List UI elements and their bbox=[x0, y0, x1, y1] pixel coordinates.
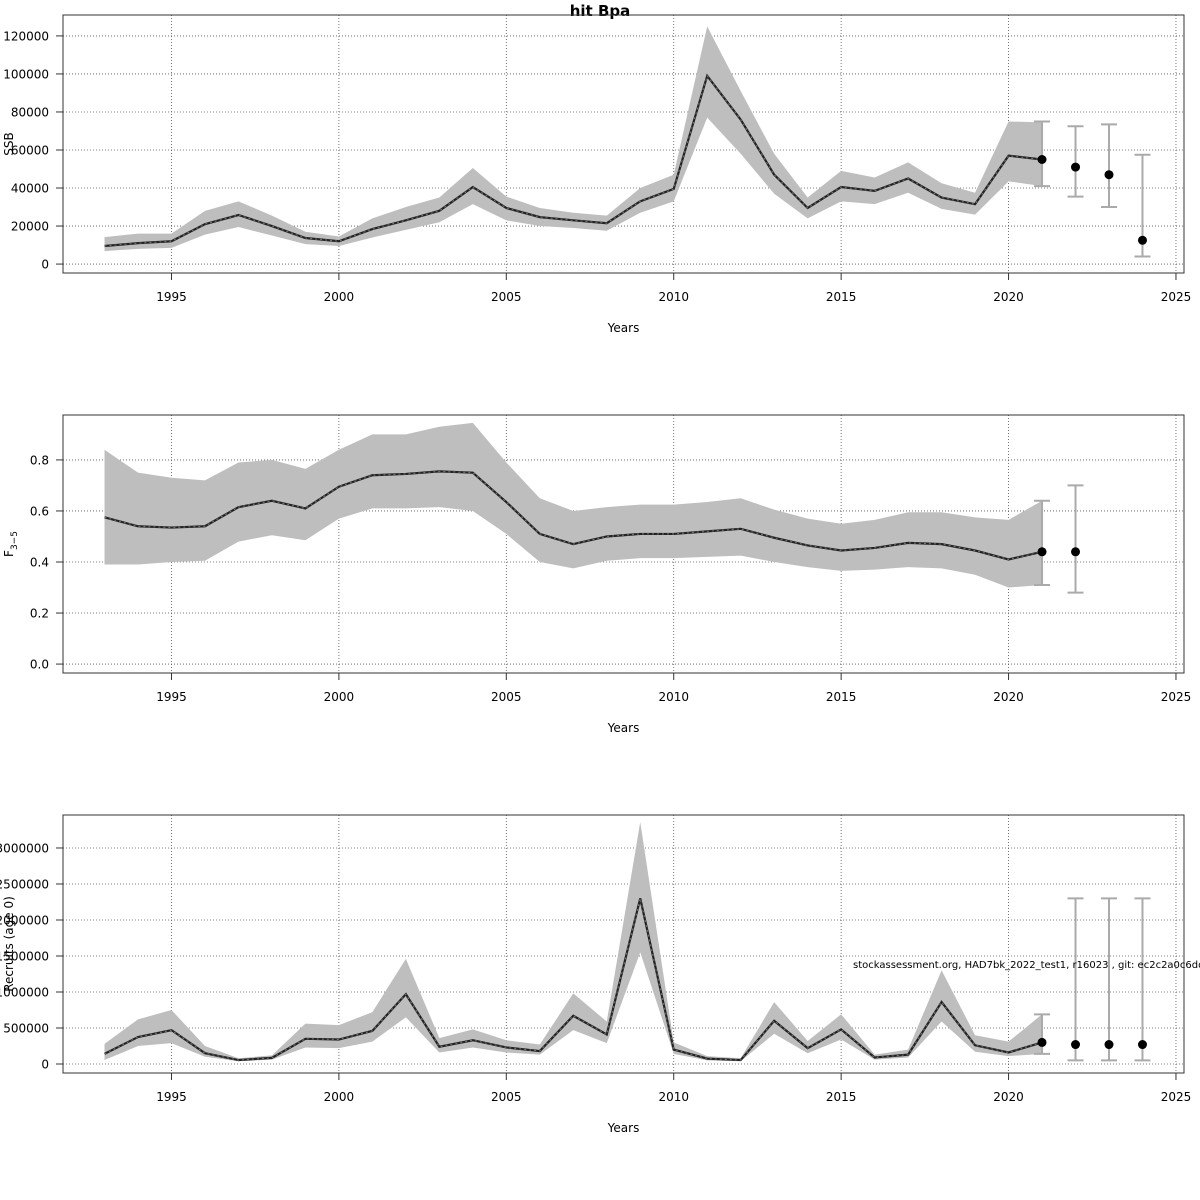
x-tick-label: 2005 bbox=[491, 290, 522, 304]
y-tick-label: 40000 bbox=[11, 182, 49, 196]
y-tick-label: 120000 bbox=[3, 29, 49, 43]
x-tick-label: 1995 bbox=[156, 1090, 187, 1104]
y-tick-label: 3000000 bbox=[0, 841, 49, 855]
annotation-text: stockassessment.org, HAD7bk_2022_test1, … bbox=[853, 960, 1200, 971]
confidence-band bbox=[104, 822, 1043, 1062]
x-axis-label: Years bbox=[607, 721, 640, 735]
y-tick-label: 0.4 bbox=[30, 555, 49, 569]
y-axis-label-subscript: 3−5 bbox=[10, 531, 20, 550]
forecast-point bbox=[1037, 1037, 1047, 1047]
y-tick-label: 0 bbox=[41, 258, 49, 272]
y-tick-label: 0 bbox=[41, 1057, 49, 1071]
x-tick-label: 2000 bbox=[324, 1090, 355, 1104]
forecast-point bbox=[1037, 154, 1047, 164]
y-tick-label: 100000 bbox=[3, 67, 49, 81]
x-tick-label: 2015 bbox=[826, 290, 857, 304]
x-tick-label: 2020 bbox=[993, 1090, 1024, 1104]
x-axis-label: Years bbox=[607, 1121, 640, 1135]
x-tick-label: 2020 bbox=[993, 290, 1024, 304]
y-tick-label: 0.6 bbox=[30, 504, 49, 518]
y-tick-label: 2000000 bbox=[0, 913, 49, 927]
x-tick-label: 2010 bbox=[658, 690, 689, 704]
x-tick-label: 2025 bbox=[1161, 290, 1192, 304]
x-axis-label: Years bbox=[607, 321, 640, 335]
y-tick-label: 0.2 bbox=[30, 607, 49, 621]
plot-frame bbox=[62, 14, 1185, 274]
x-tick-label: 2005 bbox=[491, 1090, 522, 1104]
estimate-line-dashes bbox=[104, 470, 1043, 560]
y-tick-label: 1500000 bbox=[0, 949, 49, 963]
x-tick-label: 2015 bbox=[826, 690, 857, 704]
forecast-point bbox=[1104, 170, 1114, 180]
y-tick-label: 80000 bbox=[11, 105, 49, 119]
y-tick-label: 60000 bbox=[11, 143, 49, 157]
plot-frame bbox=[62, 814, 1185, 1074]
x-tick-label: 2010 bbox=[658, 290, 689, 304]
forecast-point bbox=[1137, 235, 1147, 245]
panel-2: 1995 2000 2005 2010 2015 2020 2025 0.0 0.2 0.4 0.6… bbox=[2, 414, 1192, 735]
x-tick-label: 2015 bbox=[826, 1090, 857, 1104]
x-tick-label: 2010 bbox=[658, 1090, 689, 1104]
forecast-point bbox=[1071, 162, 1081, 172]
x-tick-label: 2025 bbox=[1161, 1090, 1192, 1104]
x-tick-label: 2000 bbox=[324, 290, 355, 304]
y-tick-label: 0.0 bbox=[30, 658, 49, 672]
forecast-point bbox=[1071, 547, 1081, 557]
x-tick-label: 2005 bbox=[491, 690, 522, 704]
forecast-point bbox=[1104, 1040, 1114, 1050]
panel-3: 1995 2000 2005 2010 2015 2020 2025 0 500000 10000… bbox=[0, 814, 1192, 1135]
x-tick-label: 2000 bbox=[324, 690, 355, 704]
y-axis-label: SSB bbox=[2, 132, 16, 155]
y-tick-label: 1000000 bbox=[0, 985, 49, 999]
y-tick-label: 500000 bbox=[3, 1021, 49, 1035]
x-tick-label: 1995 bbox=[156, 290, 187, 304]
y-tick-label: 2500000 bbox=[0, 877, 49, 891]
forecast-point bbox=[1137, 1040, 1147, 1050]
y-tick-label: 20000 bbox=[11, 220, 49, 234]
y-axis-label: F3−5 bbox=[2, 531, 20, 557]
plot-frame bbox=[62, 414, 1185, 674]
x-tick-label: 2020 bbox=[993, 690, 1024, 704]
panel-1: 1995 2000 2005 2010 2015 2020 2025 0 20000 40000 6… bbox=[2, 14, 1192, 335]
y-axis-label: Recruits (age 0) bbox=[2, 896, 16, 992]
x-tick-label: 2025 bbox=[1161, 690, 1192, 704]
y-tick-label: 0.8 bbox=[30, 453, 49, 467]
estimate-line-dashes bbox=[104, 898, 1043, 1061]
x-tick-label: 1995 bbox=[156, 690, 187, 704]
estimate-line-dashes bbox=[104, 74, 1043, 247]
estimate-line bbox=[104, 898, 1043, 1062]
forecast-point bbox=[1037, 547, 1047, 557]
forecast-point bbox=[1071, 1040, 1081, 1050]
